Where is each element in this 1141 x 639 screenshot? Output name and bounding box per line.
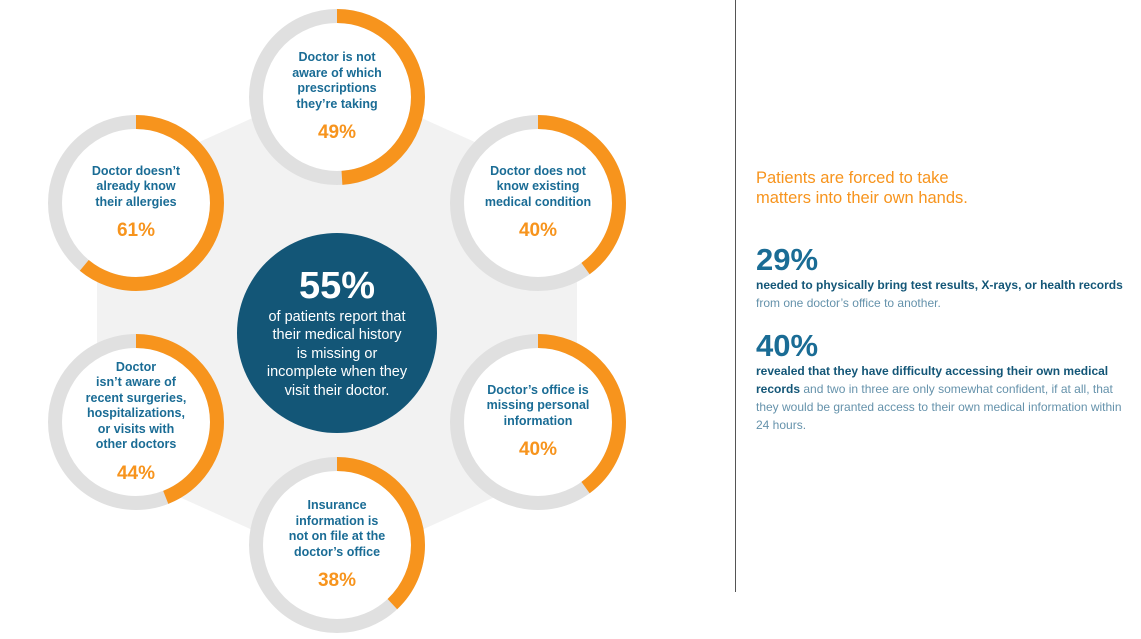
ring-label: Doctor is not aware of which prescriptio… <box>292 50 382 111</box>
center-percent: 55% <box>298 264 376 307</box>
vertical-divider <box>735 0 736 592</box>
ring-gauge <box>48 115 224 291</box>
ring-gauge <box>48 334 224 510</box>
ring-progress-arc <box>48 115 224 291</box>
stat-percent: 40% <box>756 328 819 363</box>
ring-progress-arc <box>249 9 425 185</box>
ring-allergies: Doctor doesn’t already know their allerg… <box>46 113 226 293</box>
ring-percent: 40% <box>518 439 558 461</box>
ring-personal-info: Doctor’s office is missing personal info… <box>448 332 628 512</box>
ring-prescriptions: Doctor is not aware of which prescriptio… <box>247 7 427 187</box>
ring-percent: 49% <box>317 122 357 143</box>
ring-gauge <box>249 9 425 185</box>
panel-headline: Patients are forced to take matters into… <box>756 169 968 207</box>
ring-progress-arc <box>249 457 425 633</box>
center-description: of patients report that their medical hi… <box>266 308 408 399</box>
stat-detail-text: and two in three are only somewhat confi… <box>756 382 1122 432</box>
ring-insurance: Insurance information is not on file at … <box>247 455 427 635</box>
stat-description: revealed that they have difficulty acces… <box>756 362 1126 434</box>
ring-label: Doctor does not know existing medical co… <box>484 163 592 209</box>
ring-label: Doctor’s office is missing personal info… <box>486 382 590 428</box>
ring-label: Insurance information is not on file at … <box>288 498 386 559</box>
ring-percent: 44% <box>116 462 156 484</box>
stat-detail-text: from one doctor’s office to another. <box>756 296 941 310</box>
stat-percent: 29% <box>756 242 819 277</box>
stat-block: 29% needed to physically bring test resu… <box>756 244 1126 312</box>
ring-gauge <box>450 115 626 291</box>
ring-percent: 38% <box>317 570 357 591</box>
ring-existing-condition: Doctor does not know existing medical co… <box>448 113 628 293</box>
stat-description: needed to physically bring test results,… <box>756 276 1126 312</box>
ring-label: Doctor isn’t aware of recent surgeries, … <box>85 359 187 452</box>
infographic: Doctor is not aware of which prescriptio… <box>46 7 628 635</box>
stat-block: 40% revealed that they have difficulty a… <box>756 330 1126 434</box>
center-stat-circle: 55% of patients report that their medica… <box>237 233 437 433</box>
findings-panel: Patients are forced to take matters into… <box>756 168 1126 434</box>
ring-progress-arc <box>450 334 626 510</box>
ring-progress-arc <box>450 115 626 291</box>
ring-progress-arc <box>48 334 224 510</box>
ring-gauge <box>249 457 425 633</box>
ring-percent: 61% <box>116 220 156 242</box>
stat-bold-text: revealed that they have difficulty acces… <box>756 364 1109 396</box>
ring-label: Doctor doesn’t already know their allerg… <box>91 163 181 209</box>
stat-bold-text: needed to physically bring test results,… <box>756 278 1123 292</box>
ring-percent: 40% <box>518 220 558 242</box>
ring-gauge <box>450 334 626 510</box>
ring-surgeries: Doctor isn’t aware of recent surgeries, … <box>46 332 226 512</box>
